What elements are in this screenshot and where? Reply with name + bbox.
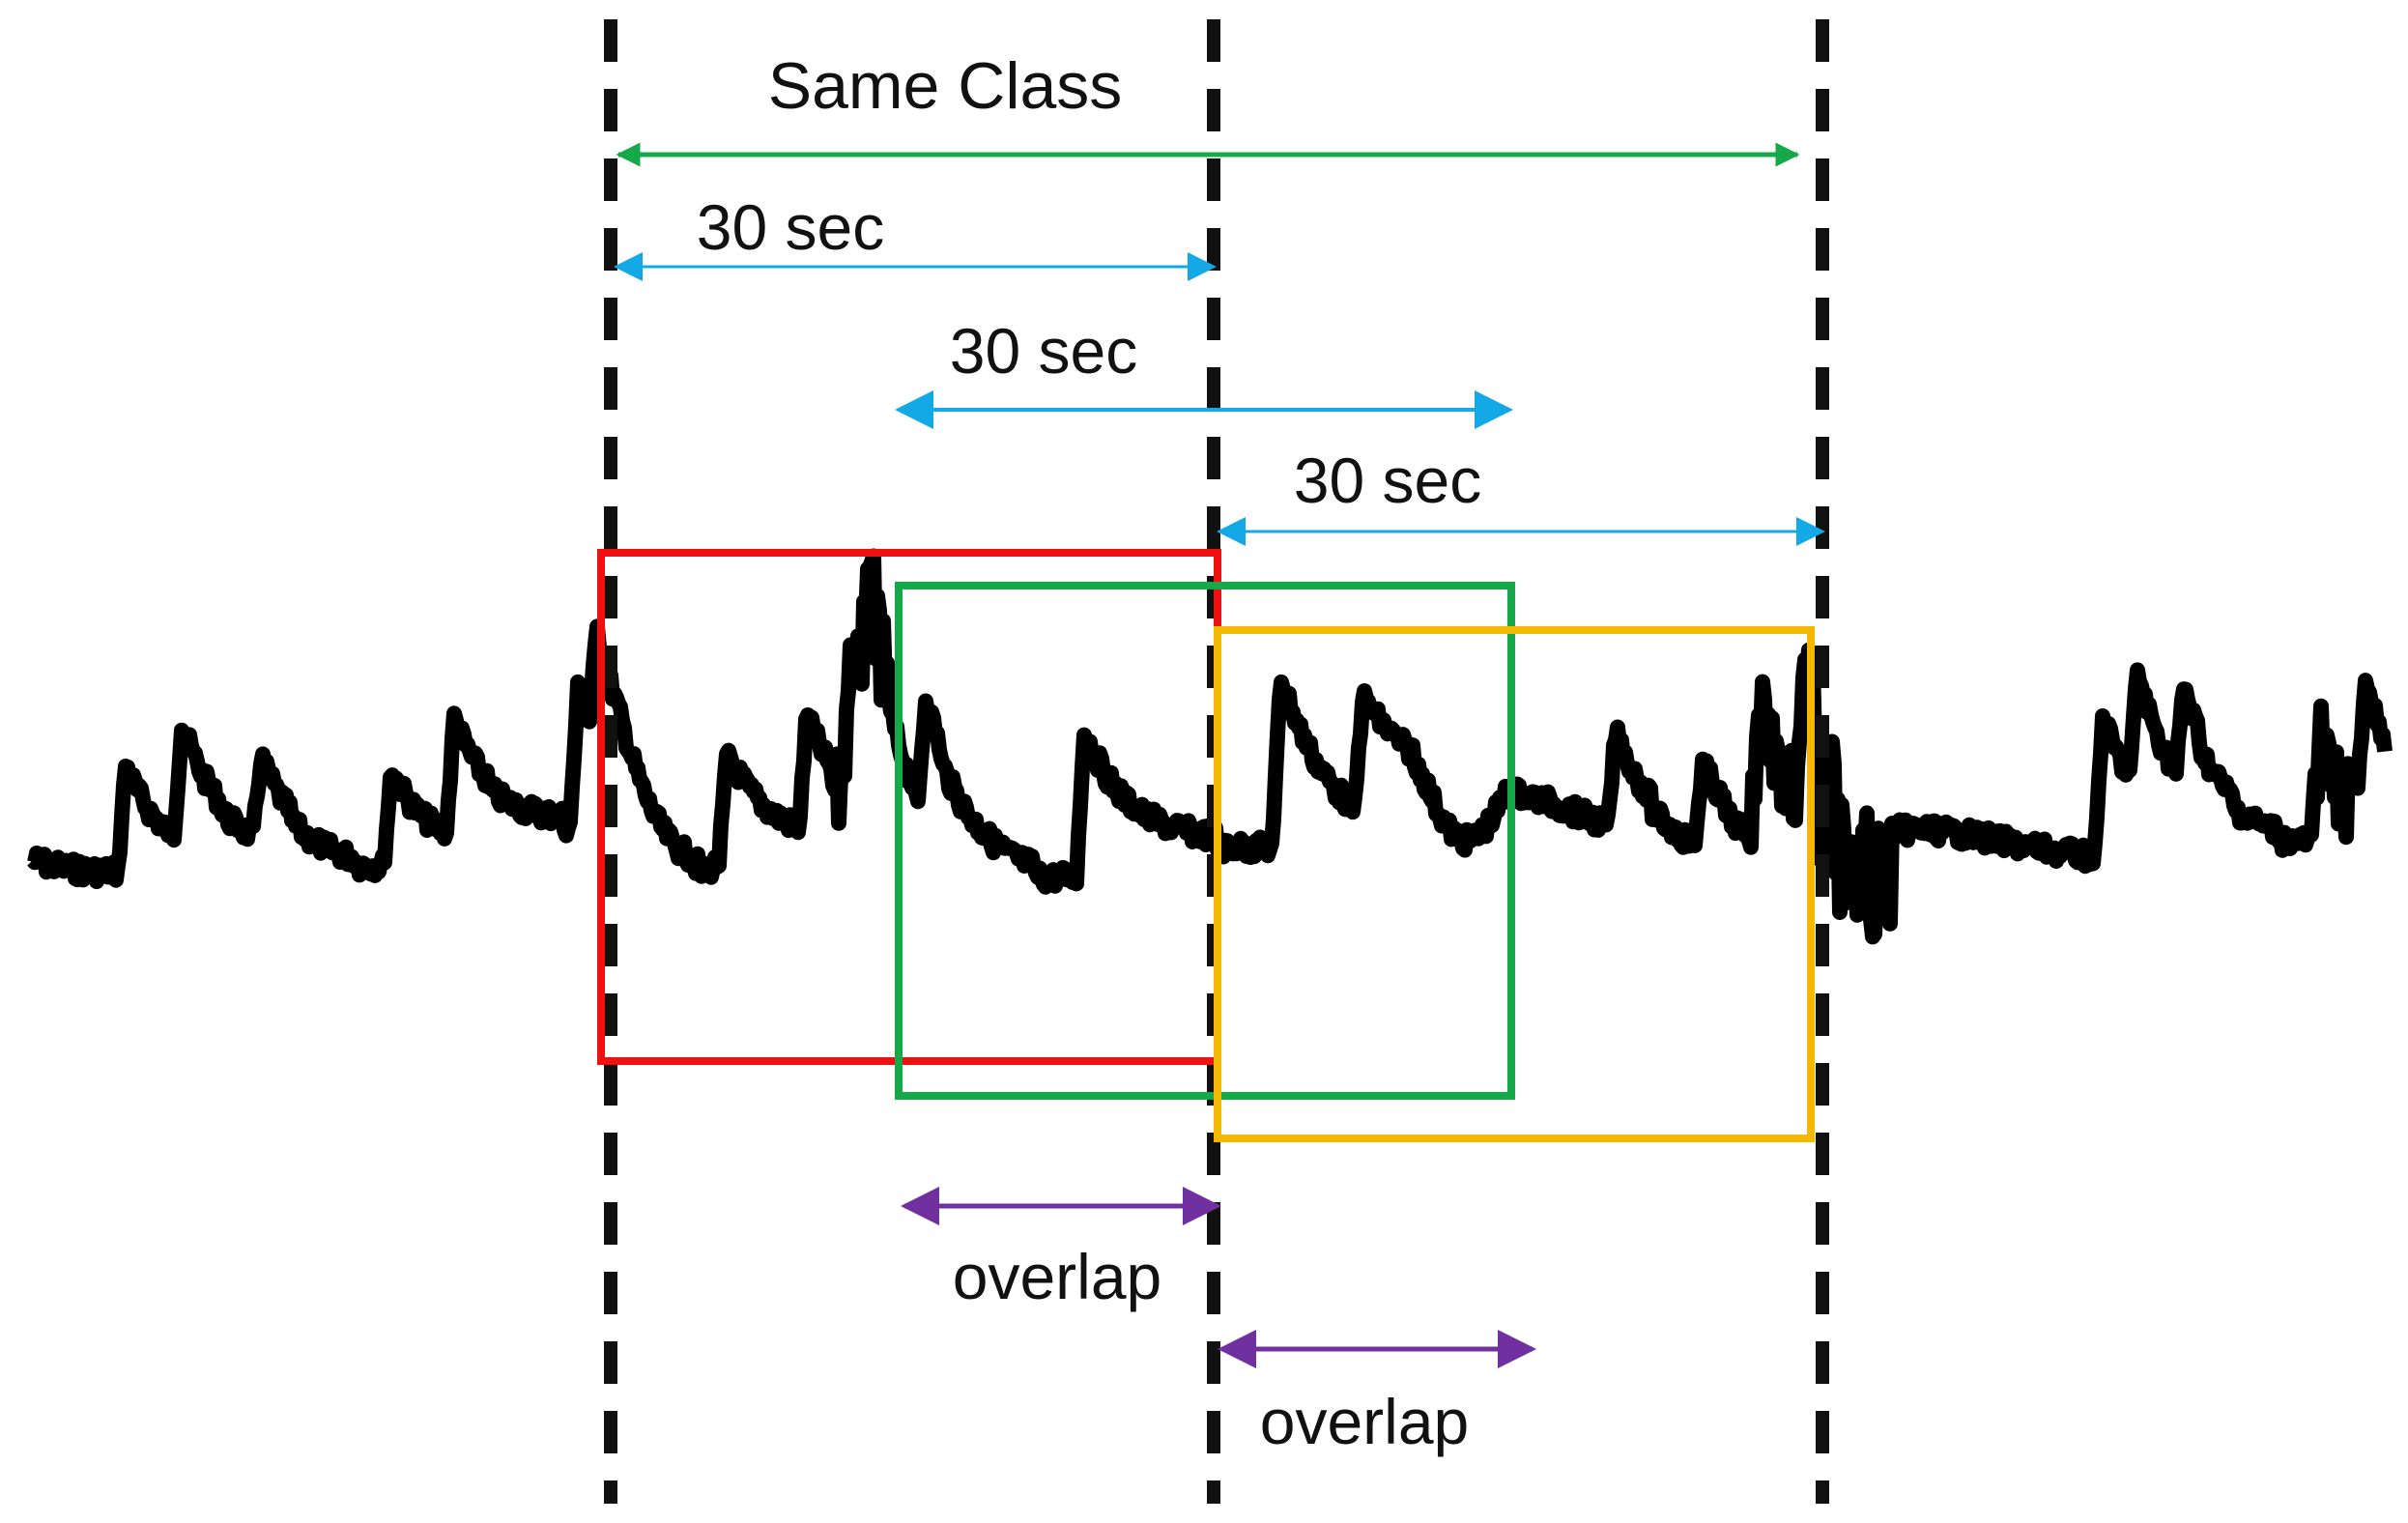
window-3-duration-label: 30 sec: [1294, 445, 1481, 516]
eeg-signal-trace: [27, 548, 2393, 945]
overlap-1-label: overlap: [953, 1241, 1161, 1312]
same-class-label: Same Class: [768, 49, 1123, 123]
overlap-2-label: overlap: [1260, 1386, 1469, 1457]
window-2-duration-label: 30 sec: [950, 315, 1137, 387]
window-box-yellow: [1214, 626, 1815, 1142]
window-1-duration-label: 30 sec: [697, 191, 884, 263]
window-box-green: [895, 582, 1515, 1100]
signal-waveform: [27, 548, 2393, 945]
